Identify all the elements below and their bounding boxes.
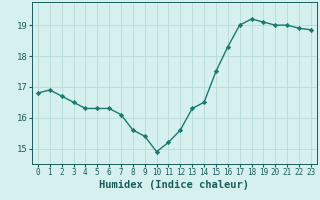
X-axis label: Humidex (Indice chaleur): Humidex (Indice chaleur) [100, 180, 249, 190]
